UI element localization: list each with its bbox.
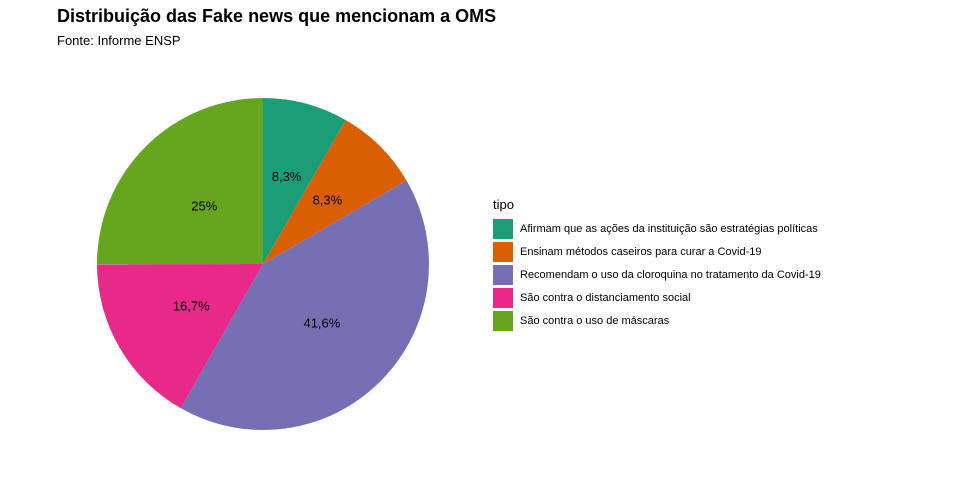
legend-swatch xyxy=(493,264,513,285)
legend-swatch xyxy=(493,287,513,308)
legend-label: Afirmam que as ações da instituição são … xyxy=(520,222,818,235)
legend: tipo Afirmam que as ações da instituição… xyxy=(493,197,821,332)
legend-label: São contra o uso de máscaras xyxy=(520,314,670,327)
legend-label: São contra o distanciamento social xyxy=(520,291,691,304)
legend-item: Ensinam métodos caseiros para curar a Co… xyxy=(493,240,821,263)
slice-value-label: 41,6% xyxy=(303,315,340,330)
pie-slice xyxy=(180,180,429,430)
legend-title: tipo xyxy=(493,197,514,212)
pie-slice xyxy=(263,98,346,264)
legend-item: São contra o uso de máscaras xyxy=(493,309,821,332)
legend-item: Recomendam o uso da cloroquina no tratam… xyxy=(493,263,821,286)
pie-slice xyxy=(263,120,407,264)
chart-title: Distribuição das Fake news que mencionam… xyxy=(57,6,497,26)
legend-swatch xyxy=(493,218,513,239)
slice-value-label: 16,7% xyxy=(173,299,210,314)
legend-item: São contra o distanciamento social xyxy=(493,286,821,309)
slice-value-label: 8,3% xyxy=(313,192,343,207)
legend-label: Ensinam métodos caseiros para curar a Co… xyxy=(520,245,762,258)
slice-value-label: 8,3% xyxy=(272,169,302,184)
chart-subtitle: Fonte: Informe ENSP xyxy=(57,33,181,48)
pie-slice xyxy=(97,264,263,409)
legend-item: Afirmam que as ações da instituição são … xyxy=(493,217,821,240)
legend-swatch xyxy=(493,310,513,331)
legend-swatch xyxy=(493,241,513,262)
pie-slice xyxy=(97,97,264,265)
slice-value-label: 25% xyxy=(191,198,217,213)
legend-label: Recomendam o uso da cloroquina no tratam… xyxy=(520,268,821,281)
